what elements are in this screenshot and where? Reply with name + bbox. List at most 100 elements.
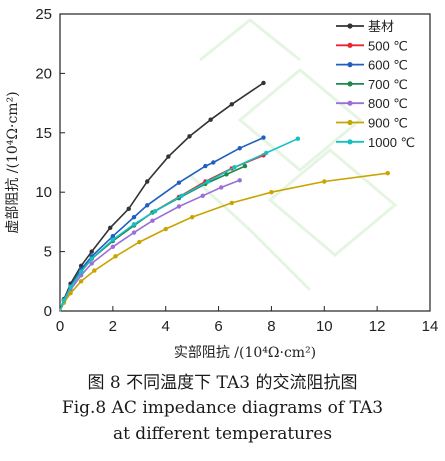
data-point [385, 170, 390, 176]
data-point [205, 179, 211, 184]
y-tick-label: 15 [35, 125, 52, 142]
data-point [108, 225, 113, 231]
data-point [203, 163, 208, 169]
impedance-chart: 0 2 4 6 8 10 12 14 0 5 10 15 20 25 实部阻抗 /(10⁴Ω·cm²) 虚部阻… [5, 6, 438, 361]
series-0 [59, 80, 266, 312]
data-point [200, 193, 205, 198]
data-point [208, 117, 213, 122]
legend-label: 1000 ℃ [368, 135, 415, 150]
data-point [126, 206, 131, 212]
data-point [322, 179, 327, 184]
series-3 [59, 163, 248, 312]
data-point [263, 150, 269, 156]
x-tick-label: 8 [267, 318, 275, 335]
x-axis-title: 实部阻抗 /(10⁴Ω·cm²) [174, 345, 316, 361]
data-point [137, 239, 142, 245]
x-tick-label: 6 [214, 318, 222, 335]
data-point [68, 285, 73, 290]
legend-label: 700 ℃ [368, 77, 408, 92]
data-point [131, 222, 137, 227]
data-point [145, 203, 150, 208]
data-point [242, 163, 248, 169]
series-1 [59, 153, 266, 312]
legend-label: 900 ℃ [368, 116, 408, 131]
data-point [89, 249, 94, 254]
series-line [59, 165, 246, 312]
legend-label: 基材 [368, 19, 394, 34]
data-point [61, 298, 67, 303]
data-point [237, 178, 242, 183]
watermark [188, 18, 398, 292]
data-point [78, 279, 84, 284]
legend-swatch-marker [347, 81, 353, 87]
data-point [131, 230, 137, 235]
data-point [176, 180, 182, 185]
data-point [187, 134, 192, 139]
legend-swatch-marker [347, 23, 353, 29]
y-tick-label: 20 [35, 65, 52, 82]
legend-swatch-marker [347, 62, 353, 68]
y-tick-label: 5 [44, 244, 52, 261]
data-point [219, 185, 224, 190]
series-layer [59, 80, 390, 312]
data-point [179, 193, 184, 198]
series-line [59, 154, 264, 312]
x-tick-label: 0 [56, 318, 64, 335]
x-tick-label: 10 [316, 318, 333, 335]
plot-frame [59, 13, 431, 312]
data-point [152, 209, 158, 214]
data-point [189, 214, 195, 220]
series-2 [59, 135, 266, 312]
data-point [78, 269, 84, 274]
data-point [166, 154, 171, 159]
data-point [224, 172, 229, 177]
x-tick-label: 12 [369, 318, 386, 335]
data-point [237, 146, 242, 151]
series-line [59, 82, 264, 312]
data-point [261, 135, 266, 140]
y-axis-title: 虚部阻抗 /(10⁴Ω·cm²) [5, 91, 21, 233]
y-tick-label: 25 [35, 6, 52, 23]
series-5 [59, 170, 390, 312]
data-point [261, 80, 266, 86]
data-point [89, 256, 94, 261]
data-point [229, 102, 234, 107]
data-point [113, 254, 118, 259]
data-point [176, 204, 182, 209]
series-line [59, 179, 240, 312]
figure-caption-english-line2: at different temperatures [112, 424, 333, 444]
x-tick-label: 2 [109, 318, 117, 335]
y-tick-label: 10 [35, 184, 52, 201]
data-point [232, 165, 237, 170]
figure-caption-english-line1: Fig.8 AC impedance diagrams of TA3 [61, 398, 384, 418]
data-point [145, 179, 150, 184]
x-tick-label: 14 [422, 318, 439, 335]
data-point [110, 237, 116, 242]
legend-swatch-marker [347, 119, 353, 126]
data-point [229, 200, 234, 206]
legend-label: 600 ℃ [368, 58, 408, 73]
data-point [131, 214, 137, 220]
y-tick-label: 0 [44, 303, 52, 320]
plot-area: 0 2 4 6 8 10 12 14 0 5 10 15 20 25 实部阻抗 /(10⁴Ω·cm²) 虚部阻… [5, 6, 438, 361]
data-point [150, 218, 155, 223]
data-point [89, 261, 94, 266]
series-6 [59, 136, 301, 312]
legend-swatch-marker [347, 100, 353, 106]
legend-swatch-marker [347, 139, 353, 145]
legend: 基材 500 ℃ 600 ℃ 700 ℃ 800 ℃ 900 ℃ 1000 ℃ [336, 19, 415, 150]
data-point [68, 290, 73, 296]
figure-caption-chinese: 图 8 不同温度下 TA3 的交流阻抗图 [87, 373, 358, 393]
series-line [59, 137, 299, 312]
data-point [295, 136, 301, 141]
data-point [92, 268, 97, 273]
legend-label: 800 ℃ [368, 96, 408, 111]
data-point [269, 190, 274, 195]
data-point [110, 233, 116, 239]
data-point [211, 160, 216, 165]
x-tick-label: 4 [162, 318, 170, 335]
legend-label: 500 ℃ [368, 38, 408, 53]
data-point [163, 226, 168, 232]
data-point [110, 244, 116, 250]
legend-swatch-marker [347, 42, 353, 48]
